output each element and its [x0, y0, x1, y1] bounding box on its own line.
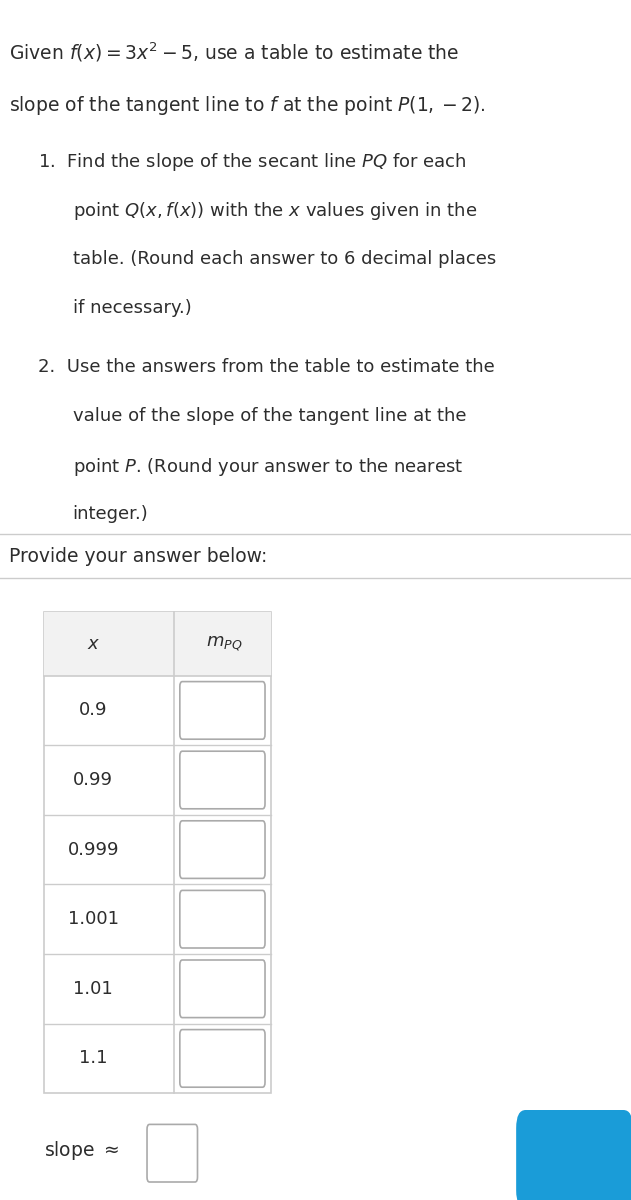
Text: 0.99: 0.99 — [73, 770, 114, 790]
Text: 0.999: 0.999 — [68, 840, 119, 859]
Text: Provide your answer below:: Provide your answer below: — [9, 547, 268, 565]
FancyBboxPatch shape — [180, 960, 265, 1018]
FancyBboxPatch shape — [180, 890, 265, 948]
Text: table. (Round each answer to 6 decimal places: table. (Round each answer to 6 decimal p… — [73, 250, 496, 268]
Text: integer.): integer.) — [73, 505, 148, 523]
Text: slope $\approx$: slope $\approx$ — [44, 1139, 119, 1163]
Text: if necessary.): if necessary.) — [73, 299, 191, 317]
Text: value of the slope of the tangent line at the: value of the slope of the tangent line a… — [73, 407, 466, 425]
Text: 2.  Use the answers from the table to estimate the: 2. Use the answers from the table to est… — [38, 358, 495, 376]
FancyBboxPatch shape — [180, 821, 265, 878]
Text: 1.  Find the slope of the secant line $PQ$ for each: 1. Find the slope of the secant line $PQ… — [38, 151, 466, 173]
Text: 1.1: 1.1 — [79, 1049, 107, 1068]
Text: $x$: $x$ — [86, 635, 100, 653]
FancyBboxPatch shape — [516, 1110, 631, 1200]
Text: 0.9: 0.9 — [79, 701, 107, 719]
FancyBboxPatch shape — [180, 1030, 265, 1087]
FancyBboxPatch shape — [180, 682, 265, 739]
FancyBboxPatch shape — [44, 612, 271, 676]
Text: slope of the tangent line to $f$ at the point $P(1, -2)$.: slope of the tangent line to $f$ at the … — [9, 94, 487, 116]
Text: 1.01: 1.01 — [73, 979, 113, 998]
FancyBboxPatch shape — [44, 612, 271, 1093]
Text: point $P$. (Round your answer to the nearest: point $P$. (Round your answer to the nea… — [73, 456, 463, 478]
Text: Given $f(x) = 3x^2 - 5$, use a table to estimate the: Given $f(x) = 3x^2 - 5$, use a table to … — [9, 41, 460, 65]
Text: $m_{PQ}$: $m_{PQ}$ — [206, 635, 243, 653]
FancyBboxPatch shape — [180, 751, 265, 809]
Text: point $Q(x, f(x))$ with the $x$ values given in the: point $Q(x, f(x))$ with the $x$ values g… — [73, 200, 477, 222]
Text: 1.001: 1.001 — [68, 910, 119, 929]
FancyBboxPatch shape — [147, 1124, 198, 1182]
